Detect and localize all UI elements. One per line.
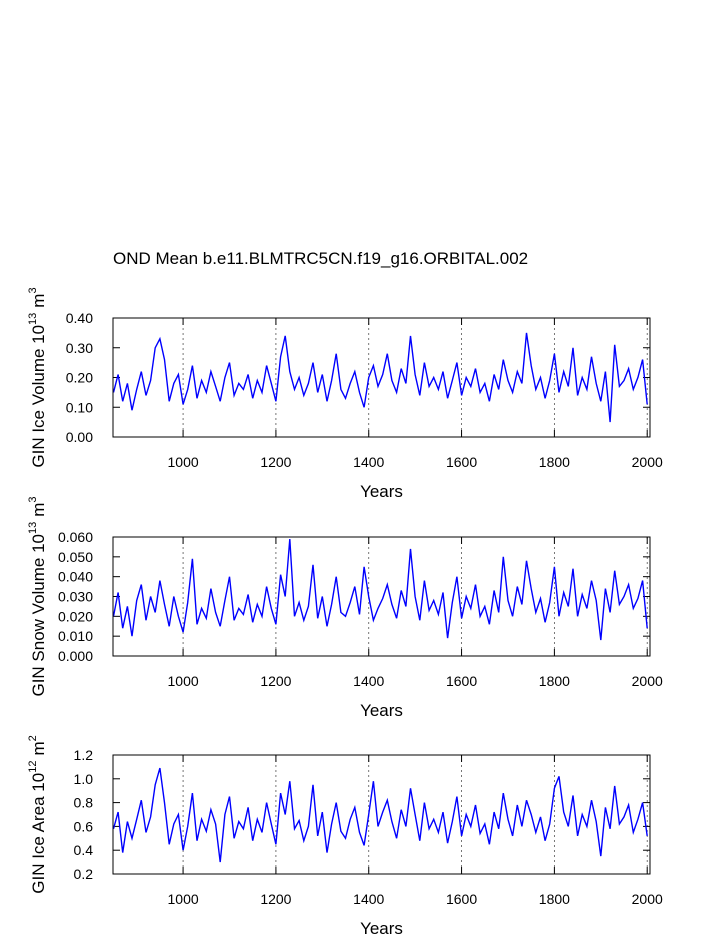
x-tick-label: 1200 [260, 673, 291, 689]
y-tick-label: 0.2 [74, 866, 94, 882]
x-tick-label: 1600 [446, 891, 477, 907]
x-axis-label: Years [360, 701, 403, 720]
y-label-unit: m [29, 294, 48, 308]
y-tick-label: 0.020 [58, 608, 93, 624]
y-tick-label: 0.030 [58, 589, 93, 605]
y-tick-label: 0.40 [66, 310, 93, 326]
y-tick-label: 0.040 [58, 569, 93, 585]
y-label-unit-power: 3 [27, 287, 39, 293]
x-tick-label: 1400 [353, 454, 384, 470]
x-tick-label: 1400 [353, 891, 384, 907]
y-label-unit-power: 3 [27, 496, 39, 502]
y-tick-label: 0.6 [74, 818, 94, 834]
plot-frame [112, 754, 651, 875]
y-tick-label: 0.10 [66, 399, 93, 415]
y-tick-label: 1.2 [74, 747, 94, 763]
chart-title: OND Mean b.e11.BLMTRC5CN.f19_g16.ORBITAL… [113, 249, 528, 268]
x-tick-label: 1000 [168, 454, 199, 470]
x-tick-label: 1600 [446, 454, 477, 470]
y-label-power: 12 [27, 761, 39, 773]
y-tick-label: 1.0 [74, 771, 94, 787]
y-axis-label: GIN Ice Area 1012 m2 [27, 735, 48, 894]
x-tick-label: 1200 [260, 454, 291, 470]
x-tick-label: 2000 [632, 454, 663, 470]
y-axis-label: GIN Ice Volume 1013 m3 [27, 287, 48, 467]
y-label-unit-power: 2 [27, 735, 39, 741]
x-tick-label: 1800 [539, 673, 570, 689]
x-axis-label: Years [360, 482, 403, 501]
y-label-power: 13 [27, 522, 39, 534]
x-tick-label: 1200 [260, 891, 291, 907]
x-tick-label: 1400 [353, 673, 384, 689]
y-axis-label: GIN Snow Volume 1013 m3 [27, 496, 48, 696]
x-tick-label: 1600 [446, 673, 477, 689]
y-tick-label: 0.060 [58, 529, 93, 545]
y-label-unit: m [29, 741, 48, 755]
x-tick-label: 2000 [632, 673, 663, 689]
y-label-base: GIN Ice Volume 10 [29, 325, 48, 468]
y-label-base: GIN Snow Volume 10 [29, 534, 48, 697]
plot-frame [112, 536, 651, 657]
y-tick-label: 0.050 [58, 549, 93, 565]
y-tick-label: 0.000 [58, 648, 93, 664]
y-label-power: 13 [27, 313, 39, 325]
y-tick-label: 0.00 [66, 429, 93, 445]
x-tick-label: 1800 [539, 891, 570, 907]
y-label-base: GIN Ice Area 10 [29, 773, 48, 894]
plot-frame [112, 317, 651, 438]
x-tick-label: 1000 [168, 891, 199, 907]
y-tick-label: 0.30 [66, 340, 93, 356]
y-label-unit: m [29, 503, 48, 517]
x-tick-label: 1000 [168, 673, 199, 689]
data-line [112, 538, 648, 641]
data-line [112, 767, 648, 863]
x-tick-label: 1800 [539, 454, 570, 470]
y-tick-label: 0.8 [74, 795, 94, 811]
y-tick-label: 0.4 [74, 842, 94, 858]
data-line [112, 332, 648, 423]
x-axis-label: Years [360, 919, 403, 935]
y-tick-label: 0.20 [66, 370, 93, 386]
x-tick-label: 2000 [632, 891, 663, 907]
y-tick-label: 0.010 [58, 628, 93, 644]
